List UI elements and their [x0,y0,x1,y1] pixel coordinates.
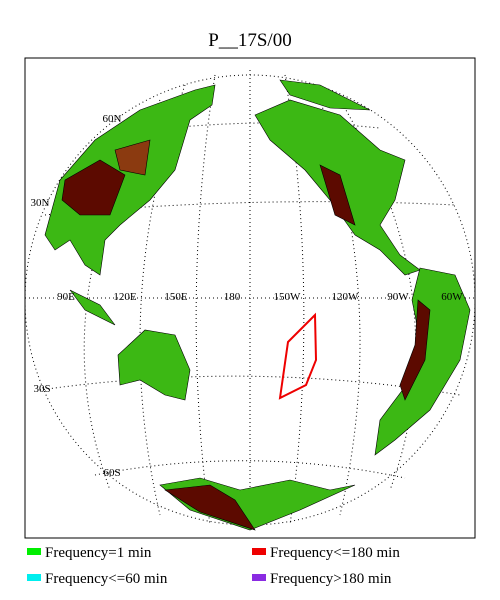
graticule-label: 120W [332,291,360,303]
legend-swatch [252,574,266,581]
map-title: P__17S/00 [208,30,291,51]
graticule-label: 150W [274,291,302,303]
graticule-label: 120E [113,291,137,303]
graticule-label: 30N [31,197,50,209]
legend-swatch [252,548,266,555]
legend-swatch [27,548,41,555]
graticule-label: 90E [57,291,75,303]
graticule-label: 60N [103,113,122,125]
legend-label: Frequency=1 min [45,545,152,561]
legend-label: Frequency<=60 min [45,571,168,587]
legend-label: Frequency>180 min [270,571,392,587]
graticule-label: 150E [164,291,188,303]
cruise-track [278,312,318,400]
graticule-label: 180 [224,291,241,303]
graticule-label: 60S [103,467,120,479]
legend-swatch [27,574,41,581]
legend-label: Frequency<=180 min [270,545,400,561]
graticule-label: 60W [441,291,463,303]
graticule-label: 30S [33,383,50,395]
graticule-label: 90W [387,291,409,303]
land [44,79,471,531]
